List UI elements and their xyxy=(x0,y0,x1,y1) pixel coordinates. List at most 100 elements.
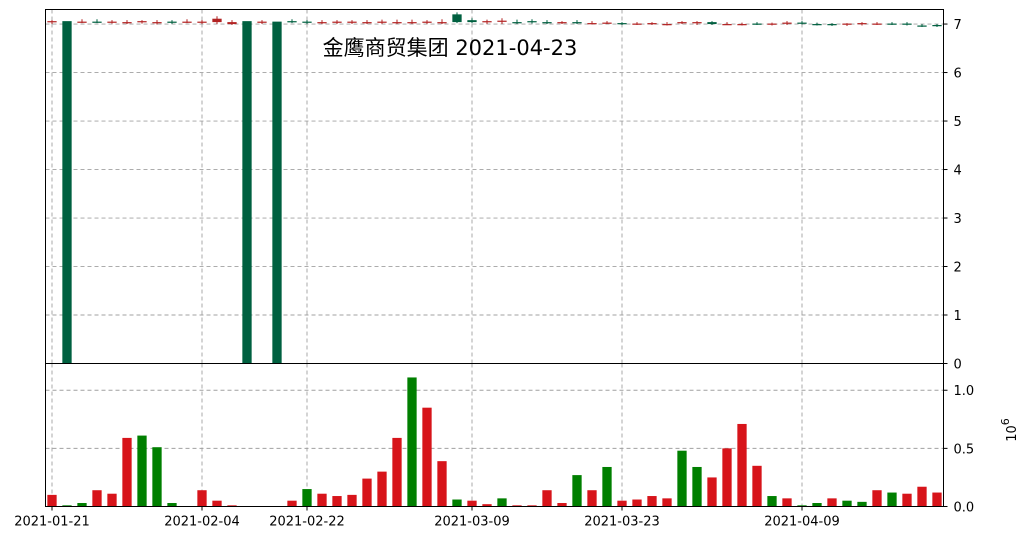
x-tick-label: 2021-03-23 xyxy=(584,515,660,530)
volume-bar xyxy=(677,450,687,507)
candle-body xyxy=(227,22,237,25)
x-tick-label: 2021-03-09 xyxy=(434,515,510,530)
candle xyxy=(512,19,522,25)
candle xyxy=(647,22,657,26)
volume-bar xyxy=(92,490,102,507)
candle xyxy=(437,19,447,25)
volume-bar xyxy=(197,490,207,507)
candle-body xyxy=(422,21,432,23)
candle-body xyxy=(302,21,312,23)
candle-body xyxy=(932,25,942,27)
candle-body xyxy=(482,21,492,23)
candle-body xyxy=(332,21,342,23)
candle xyxy=(197,20,207,25)
candle xyxy=(677,21,687,25)
candle-body xyxy=(137,21,147,23)
volume-bar xyxy=(752,465,762,507)
volume-bar xyxy=(917,486,927,507)
volume-bar xyxy=(302,489,312,507)
price-tick-label: 4 xyxy=(954,164,962,179)
volume-bar xyxy=(467,500,477,507)
price-tick-label: 3 xyxy=(954,212,962,227)
x-tick-label: 2021-04-09 xyxy=(764,515,840,530)
volume-tick-label: 0.5 xyxy=(954,442,975,457)
volume-tick-label: 0.0 xyxy=(954,501,975,516)
volume-bar xyxy=(572,475,582,507)
volume-bar xyxy=(662,498,672,507)
volume-tick-label: 1.0 xyxy=(954,384,975,399)
volume-bar xyxy=(452,499,462,507)
candle xyxy=(182,19,192,24)
volume-bar xyxy=(47,494,57,507)
candle xyxy=(317,20,327,25)
volume-bar xyxy=(512,505,522,507)
candle xyxy=(422,20,432,25)
candle xyxy=(332,20,342,25)
volume-bar xyxy=(707,477,717,507)
volume-bar xyxy=(782,498,792,507)
volume-bar xyxy=(362,478,372,507)
candle-body xyxy=(797,22,807,24)
candle-body xyxy=(377,21,387,23)
candle-body xyxy=(542,22,552,24)
candle xyxy=(377,19,387,25)
candle xyxy=(152,20,162,25)
candle-body xyxy=(527,21,537,23)
candle xyxy=(602,21,612,25)
candle xyxy=(362,20,372,25)
volume-bar xyxy=(872,490,882,507)
candle-body xyxy=(347,21,357,23)
volume-bar xyxy=(812,503,822,507)
volume-bar xyxy=(737,423,747,507)
candle xyxy=(347,20,357,25)
volume-bar xyxy=(602,466,612,507)
candle-body xyxy=(632,23,642,25)
price-panel-frame xyxy=(45,9,944,364)
volume-bar xyxy=(557,503,567,507)
candle-body xyxy=(692,22,702,24)
volume-bar xyxy=(767,496,777,507)
candle xyxy=(107,20,117,24)
volume-bar xyxy=(167,503,177,507)
candle-body xyxy=(722,24,732,26)
candle-body xyxy=(557,22,567,24)
volume-bar xyxy=(587,490,597,507)
candle xyxy=(77,19,87,24)
candle xyxy=(242,21,252,364)
candle-body xyxy=(257,21,267,23)
candle-body xyxy=(212,18,222,23)
candle xyxy=(797,21,807,25)
volume-bar xyxy=(107,493,117,507)
candle xyxy=(407,19,417,25)
candle xyxy=(857,22,867,26)
volume-bar xyxy=(287,500,297,507)
candle-body xyxy=(737,24,747,26)
candle xyxy=(62,21,72,364)
candle-body xyxy=(152,22,162,24)
volume-bar xyxy=(647,496,657,507)
volume-bar xyxy=(407,377,417,507)
volume-bar xyxy=(212,500,222,507)
candle xyxy=(302,20,312,25)
price-tick-label: 7 xyxy=(954,18,962,33)
candle xyxy=(212,16,222,25)
volume-bar xyxy=(422,407,432,507)
candle-body xyxy=(47,21,57,23)
candle xyxy=(527,19,537,24)
candle-body xyxy=(197,21,207,23)
volume-bar xyxy=(887,492,897,507)
candle xyxy=(632,22,642,26)
volume-bar xyxy=(497,498,507,507)
candle-body xyxy=(512,22,522,24)
candle-body xyxy=(242,21,252,364)
candle-body xyxy=(767,23,777,25)
candle-body xyxy=(452,14,462,23)
candle-body xyxy=(122,22,132,24)
candle xyxy=(737,22,747,26)
candle-body xyxy=(872,23,882,25)
candle xyxy=(917,24,927,27)
volume-bars xyxy=(47,377,942,507)
price-tick-label: 6 xyxy=(954,67,962,82)
volume-bar xyxy=(527,505,537,507)
